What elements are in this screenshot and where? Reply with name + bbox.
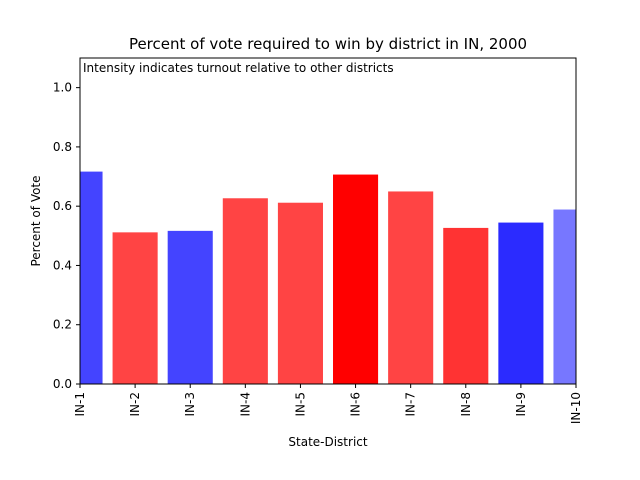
bar-in-6 xyxy=(333,174,379,385)
bars xyxy=(79,171,577,385)
x-tick-label: IN-5 xyxy=(293,392,307,416)
bar-in-3 xyxy=(167,230,213,385)
x-tick-label: IN-4 xyxy=(238,392,252,416)
x-tick-label: IN-7 xyxy=(404,392,418,416)
x-tick-label: IN-6 xyxy=(349,392,363,416)
plot-frame xyxy=(79,57,577,385)
y-axis-label: Percent of Vote xyxy=(29,175,43,266)
y-tick-label: 0.4 xyxy=(53,258,72,272)
x-tick-label: IN-8 xyxy=(459,392,473,416)
bar-in-8 xyxy=(443,227,489,385)
bar-in-5 xyxy=(277,202,323,385)
x-tick-label: IN-1 xyxy=(73,392,87,416)
bar-in-10 xyxy=(553,209,577,385)
x-axis: IN-1 IN-2 IN-3 IN-4 IN-5 IN-6 IN-7 IN-8 IN-9 IN-1… xyxy=(73,384,583,424)
bar-in-9 xyxy=(498,222,544,385)
chart-title: Percent of vote required to win by distr… xyxy=(129,35,527,53)
x-tick-label: IN-10 xyxy=(569,392,583,424)
y-tick-label: 0.6 xyxy=(53,199,72,213)
y-tick-label: 0.2 xyxy=(53,318,72,332)
bar-in-7 xyxy=(388,191,434,385)
x-tick-label: IN-2 xyxy=(128,392,142,416)
y-tick-label: 0.8 xyxy=(53,140,72,154)
x-tick-label: IN-9 xyxy=(514,392,528,416)
y-tick-label: 0.0 xyxy=(53,377,72,391)
bar-in-2 xyxy=(112,232,158,385)
y-axis: 0.0 0.2 0.4 0.6 0.8 1.0 xyxy=(53,81,80,391)
chart-annotation: Intensity indicates turnout relative to … xyxy=(83,61,394,75)
y-tick-label: 1.0 xyxy=(53,81,72,95)
x-axis-label: State-District xyxy=(288,435,367,449)
x-tick-label: IN-3 xyxy=(183,392,197,416)
bar-in-1 xyxy=(79,171,103,385)
bar-in-4 xyxy=(222,198,268,385)
